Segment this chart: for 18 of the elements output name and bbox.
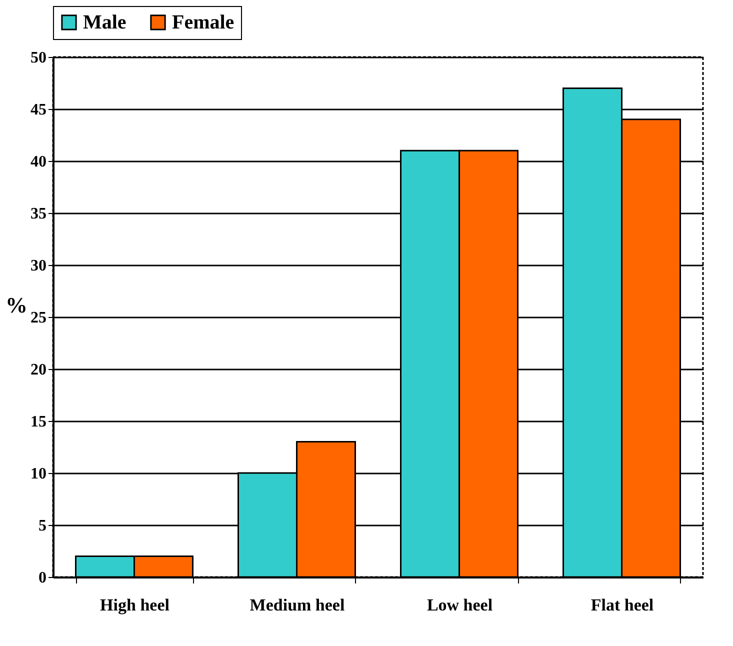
y-tick-label: 40 bbox=[30, 154, 46, 170]
y-tick-label: 45 bbox=[30, 102, 46, 118]
y-tick-label: 25 bbox=[30, 310, 46, 326]
y-tick-label: 20 bbox=[30, 362, 46, 378]
y-axis-title: % bbox=[6, 292, 28, 318]
y-tick-label: 0 bbox=[38, 570, 46, 586]
legend-label: Male bbox=[83, 11, 126, 34]
y-tick-label: 50 bbox=[30, 50, 46, 66]
x-tick-label: High heel bbox=[100, 596, 170, 614]
y-tick-label: 15 bbox=[30, 414, 46, 430]
x-tick-label: Low heel bbox=[426, 596, 493, 614]
legend-label: Female bbox=[172, 11, 234, 34]
x-tick-label: Flat heel bbox=[590, 596, 654, 614]
y-tick-label: 30 bbox=[30, 258, 46, 274]
x-tick-label: Medium heel bbox=[250, 596, 345, 614]
y-tick-label: 10 bbox=[30, 466, 46, 482]
y-tick-label: 35 bbox=[30, 206, 46, 222]
y-tick-label: 5 bbox=[38, 518, 46, 534]
